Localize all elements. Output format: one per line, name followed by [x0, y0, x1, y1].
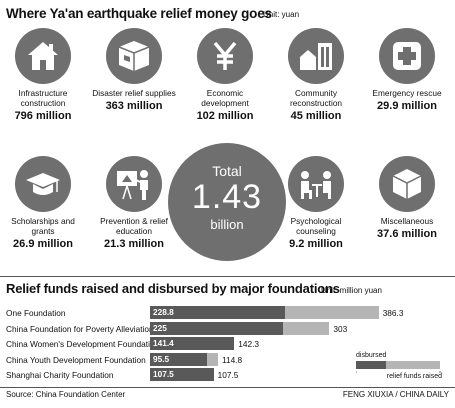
- infographic-title: Where Ya'an earthquake relief money goes: [6, 6, 272, 21]
- category-label: Community reconstruction: [289, 88, 343, 108]
- category-label: Infrastructure construction: [18, 88, 68, 108]
- category-label: Scholarships and grants: [11, 216, 75, 236]
- total-circle: Total 1.43 billion: [168, 143, 286, 261]
- foundation-row: China Foundation for Poverty Alleviation…: [0, 321, 455, 337]
- legend-bar-swatch: [356, 361, 441, 373]
- unit-label: Unit: yuan: [263, 10, 300, 19]
- footer-divider: [0, 387, 455, 388]
- community-buildings-icon: [288, 28, 344, 84]
- category-amount: 102 million: [196, 110, 254, 122]
- legend-raised: relief funds raised: [386, 373, 442, 380]
- bar-disbursed: 107.5: [150, 368, 214, 381]
- category-label: Prevention & relief education: [100, 216, 168, 236]
- foundation-row: One Foundation 228.8 386.3: [0, 305, 455, 321]
- category-amount: 45 million: [290, 110, 342, 122]
- section-divider: [0, 276, 455, 277]
- foundation-name: China Foundation for Poverty Alleviation: [6, 323, 154, 334]
- section-unit: Unit: million yuan: [321, 286, 382, 295]
- category-amount: 37.6 million: [377, 228, 437, 240]
- graduation-cap-icon: [15, 156, 71, 212]
- section-title: Relief funds raised and disbursed by maj…: [6, 281, 340, 296]
- category-economic: Economic development 102 million: [182, 28, 268, 122]
- category-label: Emergency rescue: [372, 88, 442, 98]
- category-amount: 29.9 million: [377, 100, 437, 112]
- category-amount: 26.9 million: [13, 238, 73, 250]
- foundation-row: China Women's Development Foundation 141.…: [0, 336, 455, 352]
- category-amount: 363 million: [105, 100, 163, 112]
- category-amount: 9.2 million: [289, 238, 343, 250]
- foundation-name: One Foundation: [6, 308, 66, 318]
- category-prevention: Prevention & relief education 21.3 milli…: [91, 156, 177, 250]
- bar-raised-label: 303: [333, 323, 348, 334]
- legend-disbursed: disbursed: [356, 352, 387, 359]
- category-miscellaneous: Miscellaneous 37.6 million: [364, 156, 450, 240]
- bar-disbursed: 225: [150, 321, 284, 335]
- category-amount: 21.3 million: [104, 238, 164, 250]
- category-community: Community reconstruction 45 million: [273, 28, 359, 122]
- supply-box-icon: [106, 28, 162, 84]
- category-label: Miscellaneous: [380, 216, 434, 226]
- foundation-name: China Women's Development Foundation: [6, 339, 160, 349]
- bar-raised-label: 386.3: [382, 308, 404, 318]
- category-amount: 796 million: [14, 110, 72, 122]
- foundation-name: China Youth Development Foundation: [6, 354, 146, 365]
- bar-raised-label: 107.5: [217, 370, 239, 380]
- category-counseling: Psychological counseling 9.2 million: [273, 156, 359, 250]
- bar-raised-label: 114.8: [221, 354, 243, 365]
- teacher-board-icon: [106, 156, 162, 212]
- yuan-icon: [197, 28, 253, 84]
- credit-line: FENG XIUXIA / CHINA DAILY: [342, 390, 449, 399]
- foundation-row: Shanghai Charity Foundation 107.5 107.5: [0, 367, 455, 383]
- foundation-row: China Youth Development Foundation 95.5 11…: [0, 352, 455, 368]
- category-disaster-relief: Disaster relief supplies 363 million: [91, 28, 177, 112]
- counseling-icon: [288, 156, 344, 212]
- bar-disbursed: 228.8: [150, 306, 286, 319]
- legend: disbursed relief funds raised: [356, 352, 448, 380]
- house-icon: [15, 28, 71, 84]
- bar-disbursed: 141.4: [150, 337, 234, 350]
- category-label: Psychological counseling: [290, 216, 342, 236]
- category-label: Disaster relief supplies: [92, 88, 176, 98]
- bar-raised-label: 142.3: [238, 339, 259, 349]
- category-label: Economic development: [201, 88, 249, 108]
- bar-disbursed: 95.5: [150, 352, 207, 366]
- category-infrastructure: Infrastructure construction 796 million: [0, 28, 86, 122]
- cube-icon: [379, 156, 435, 212]
- total-value: 1.43: [191, 178, 263, 216]
- category-scholarships: Scholarships and grants 26.9 million: [0, 156, 86, 250]
- foundation-name: Shanghai Charity Foundation: [6, 370, 114, 380]
- medical-cross-icon: [379, 28, 435, 84]
- total-unit: billion: [210, 217, 244, 232]
- category-emergency: Emergency rescue 29.9 million: [364, 28, 450, 112]
- source-note: Source: China Foundation Center: [6, 390, 126, 399]
- total-label: Total: [212, 163, 242, 179]
